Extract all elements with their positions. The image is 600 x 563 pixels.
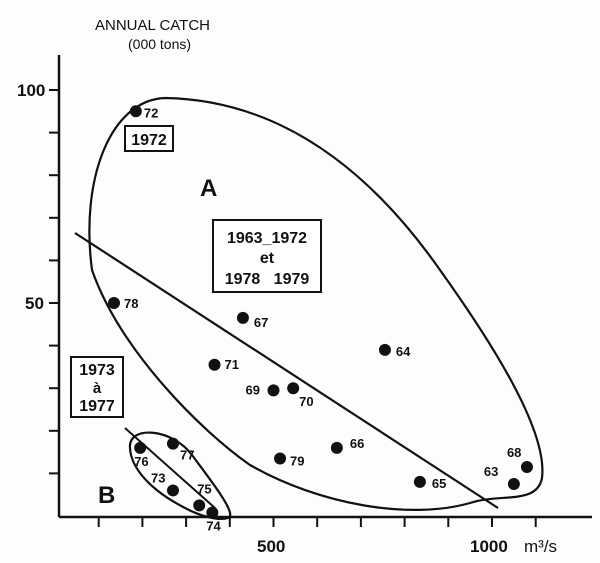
y-axis-unit: (000 tons) xyxy=(128,36,191,52)
data-label-75: 75 xyxy=(197,481,211,496)
y-tick-label-100: 100 xyxy=(17,81,45,100)
data-label-72: 72 xyxy=(144,105,158,120)
annotation-1972: 1972 xyxy=(131,132,167,149)
data-point-72 xyxy=(129,105,142,118)
annotation-box-group-b: 1973 à 1977 xyxy=(70,356,124,418)
annotation-box-group-a: 1963_1972 et 1978 1979 xyxy=(212,219,322,293)
annotation-b-line2: à xyxy=(93,380,102,397)
y-axis-label: ANNUAL CATCH xyxy=(95,17,210,34)
data-label-76: 76 xyxy=(134,454,148,469)
x-tick-label-1000: 1000 xyxy=(470,537,508,556)
data-label-69: 69 xyxy=(246,382,260,397)
group-label-b: B xyxy=(98,482,115,509)
data-label-70: 70 xyxy=(299,394,313,409)
data-label-78: 78 xyxy=(124,296,138,311)
data-point-70 xyxy=(287,382,300,395)
data-point-63 xyxy=(507,478,520,491)
data-label-63: 63 xyxy=(484,464,498,479)
data-point-74 xyxy=(206,506,219,519)
data-label-67: 67 xyxy=(254,315,268,330)
annotation-a-line1: 1963_1972 xyxy=(227,230,307,247)
annotation-a-line3: 1978 1979 xyxy=(225,271,310,288)
x-axis-label: m³/s xyxy=(524,537,557,556)
data-point-79 xyxy=(274,452,287,465)
data-point-66 xyxy=(330,441,343,454)
x-tick-label-500: 500 xyxy=(257,537,285,556)
data-label-74: 74 xyxy=(206,519,221,534)
data-label-66: 66 xyxy=(350,436,364,451)
data-label-79: 79 xyxy=(290,453,304,468)
data-label-68: 68 xyxy=(507,445,521,460)
data-point-68 xyxy=(520,461,533,474)
group-label-a: A xyxy=(200,175,217,202)
annotation-a-line2: et xyxy=(260,250,275,267)
group-a-envelope xyxy=(88,96,544,511)
data-point-67 xyxy=(236,311,249,324)
data-point-77 xyxy=(166,437,179,450)
data-point-78 xyxy=(107,297,120,309)
annotation-b-line3: 1977 xyxy=(79,398,115,415)
y-tick-label-50: 50 xyxy=(25,294,44,313)
data-point-64 xyxy=(378,343,391,356)
data-label-64: 64 xyxy=(396,344,411,359)
data-point-65 xyxy=(413,475,426,488)
data-label-77: 77 xyxy=(180,448,194,463)
annotation-box-1972: 1972 xyxy=(124,125,174,152)
group-b-envelope xyxy=(128,431,232,520)
trend-line-a xyxy=(74,232,499,509)
trend-line-b xyxy=(124,427,216,509)
data-point-71 xyxy=(208,358,221,371)
data-label-65: 65 xyxy=(432,476,446,491)
data-point-76 xyxy=(134,441,147,454)
data-label-71: 71 xyxy=(225,357,239,372)
data-label-73: 73 xyxy=(151,470,165,485)
data-point-73 xyxy=(166,484,179,497)
data-point-75 xyxy=(193,499,206,512)
data-point-69 xyxy=(267,384,280,397)
annotation-b-line1: 1973 xyxy=(79,362,115,379)
